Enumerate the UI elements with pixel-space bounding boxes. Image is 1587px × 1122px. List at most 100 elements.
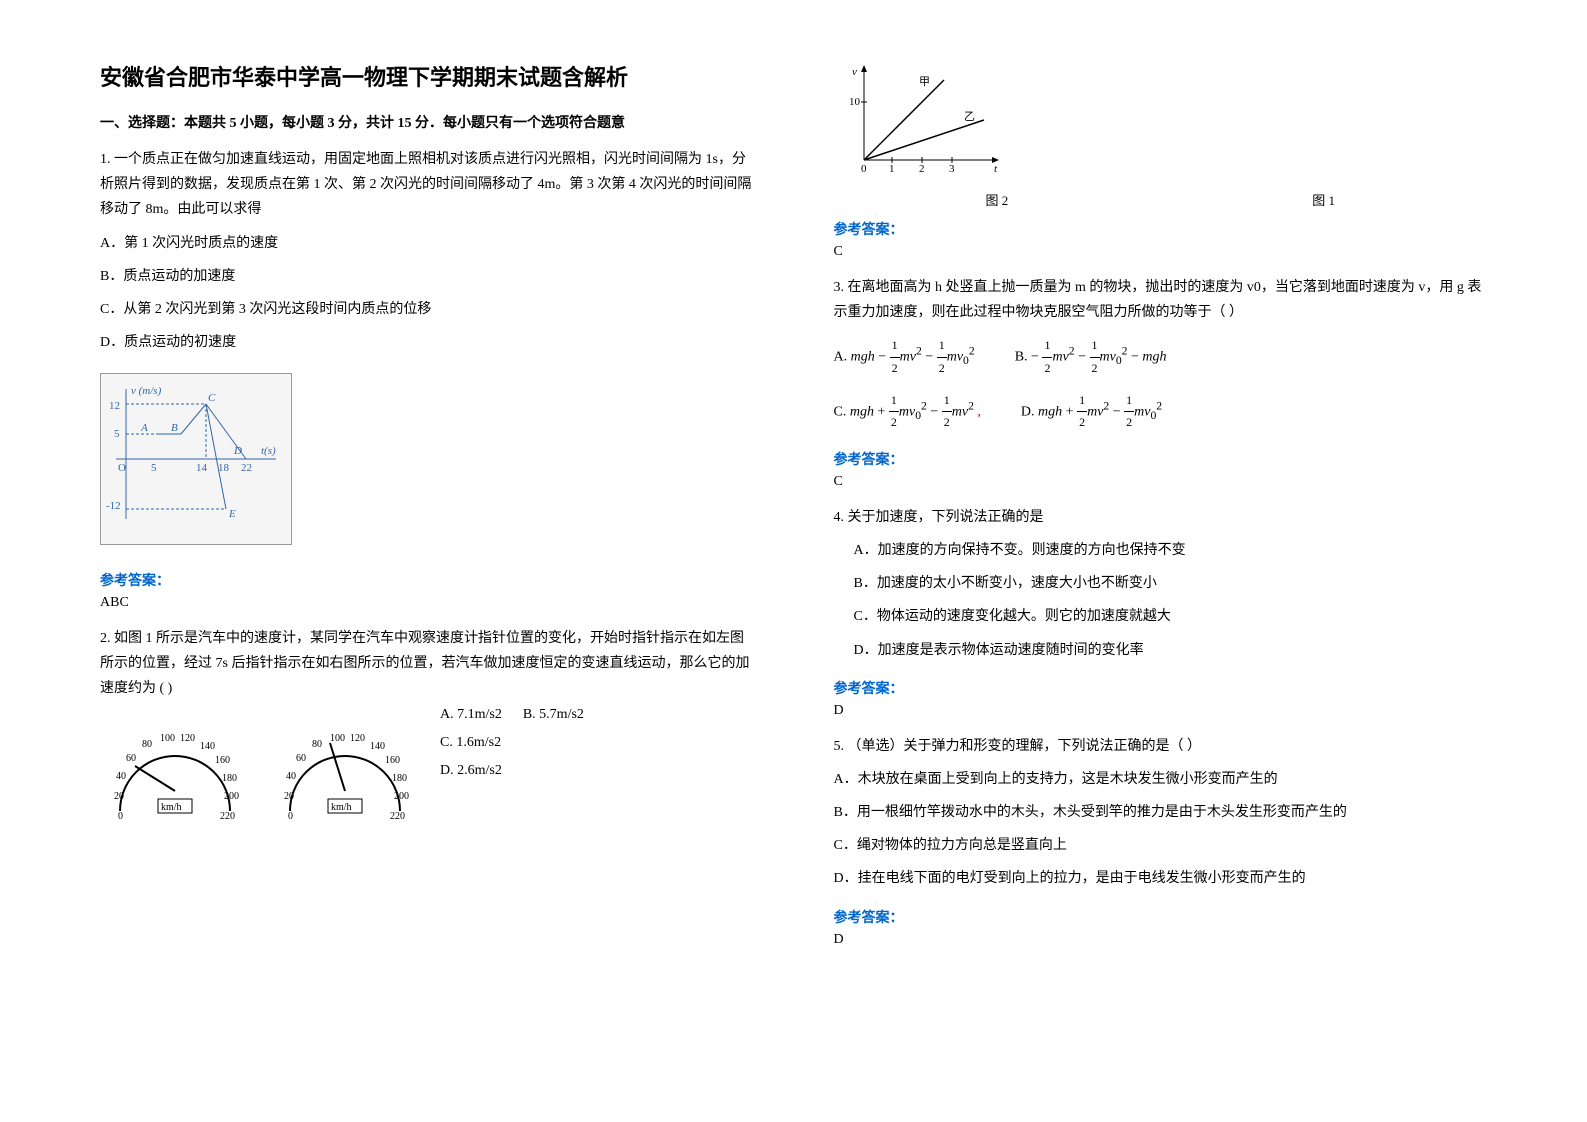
svg-text:乙: 乙 — [964, 110, 975, 123]
answer-label-2: 参考答案： — [834, 219, 1488, 239]
q1-stem: 1. 一个质点正在做匀加速直线运动，用固定地面上照相机对该质点进行闪光照相，闪光… — [100, 147, 754, 223]
q3-stem: 3. 在离地面高为 h 处竖直上抛一质量为 m 的物块，抛出时的速度为 v0，当… — [834, 275, 1488, 325]
svg-text:2: 2 — [919, 163, 925, 175]
svg-text:180: 180 — [222, 773, 237, 784]
svg-text:km/h: km/h — [161, 802, 182, 813]
q2-stem: 2. 如图 1 所示是汽车中的速度计，某同学在汽车中观察速度计指针位置的变化，开… — [100, 626, 754, 702]
q4-option-d: D．加速度是表示物体运动速度随时间的变化率 — [854, 638, 1488, 663]
origin-o: O — [118, 462, 126, 474]
q2-option-d: D. 2.6m/s2 — [440, 757, 584, 785]
svg-text:甲: 甲 — [919, 76, 930, 88]
q5-option-c: C．绳对物体的拉力方向总是竖直向上 — [834, 833, 1488, 858]
caption-fig1: 图 1 — [1312, 190, 1335, 209]
right-column: v t 10 0 1 2 3 甲 乙 图 2 图 1 参考答案： C 3. 在离… — [834, 60, 1488, 1062]
svg-text:40: 40 — [116, 771, 126, 782]
question-5: 5. （单选）关于弹力和形变的理解，下列说法正确的是（ ） A．木块放在桌面上受… — [834, 734, 1488, 892]
q1-answer: ABC — [100, 595, 754, 611]
caption-fig2: 图 2 — [985, 190, 1008, 209]
q2-option-a: A. 7.1m/s2 B. 5.7m/s2 — [440, 701, 584, 729]
q4-answer: D — [834, 703, 1488, 719]
q2-options: A. 7.1m/s2 B. 5.7m/s2 C. 1.6m/s2 D. 2.6m… — [440, 701, 584, 785]
linechart-block: v t 10 0 1 2 3 甲 乙 图 2 图 1 — [834, 60, 1488, 209]
section-heading: 一、选择题：本题共 5 小题，每小题 3 分，共计 15 分．每小题只有一个选项… — [100, 112, 754, 132]
svg-text:km/h: km/h — [331, 802, 352, 813]
axis-label-t: t(s) — [261, 445, 276, 457]
q4-stem: 4. 关于加速度，下列说法正确的是 — [834, 505, 1488, 530]
svg-text:200: 200 — [394, 791, 409, 802]
svg-text:40: 40 — [286, 771, 296, 782]
point-d: D — [233, 445, 242, 457]
question-3: 3. 在离地面高为 h 处竖直上抛一质量为 m 的物块，抛出时的速度为 v0，当… — [834, 275, 1488, 434]
svg-text:140: 140 — [370, 741, 385, 752]
q2-answer: C — [834, 244, 1488, 260]
q1-option-d: D．质点运动的初速度 — [100, 330, 754, 355]
question-2: 2. 如图 1 所示是汽车中的速度计，某同学在汽车中观察速度计指针位置的变化，开… — [100, 626, 754, 842]
q3-row1: A. mgh − 12mv2 − 12mv02 B. − 12mv2 − 12m… — [834, 335, 1488, 379]
svg-text:3: 3 — [949, 163, 955, 175]
q4-option-c: C．物体运动的速度变化越大。则它的加速度就越大 — [854, 604, 1488, 629]
point-b: B — [171, 422, 178, 434]
q1-option-b: B．质点运动的加速度 — [100, 264, 754, 289]
q3-option-c: C. mgh + 12mv02 − 12mv2 , — [834, 390, 981, 434]
svg-text:0: 0 — [861, 163, 867, 175]
q3-option-b: B. − 12mv2 − 12mv02 − mgh — [1015, 335, 1167, 379]
svg-text:10: 10 — [849, 96, 861, 108]
answer-label-4: 参考答案： — [834, 678, 1488, 698]
y-tick-5: 5 — [114, 428, 120, 440]
point-c: C — [208, 392, 216, 404]
q5-stem: 5. （单选）关于弹力和形变的理解，下列说法正确的是（ ） — [834, 734, 1488, 759]
q5-answer: D — [834, 932, 1488, 948]
q3-answer: C — [834, 474, 1488, 490]
svg-text:220: 220 — [390, 811, 405, 822]
q3-option-d: D. mgh + 12mv2 − 12mv02 — [1021, 390, 1162, 434]
svg-text:80: 80 — [312, 739, 322, 750]
svg-text:200: 200 — [224, 791, 239, 802]
q1-graph: v (m/s) t(s) 12 5 -12 O 5 14 18 22 A B — [100, 373, 292, 544]
gauge-right: 0 20 40 60 80 100 120 140 160 180 200 22… — [270, 711, 420, 831]
left-column: 安徽省合肥市华泰中学高一物理下学期期末试题含解析 一、选择题：本题共 5 小题，… — [100, 60, 754, 1062]
velocity-time-graph: v (m/s) t(s) 12 5 -12 O 5 14 18 22 A B — [106, 379, 286, 529]
svg-text:180: 180 — [392, 773, 407, 784]
svg-text:140: 140 — [200, 741, 215, 752]
svg-text:100: 100 — [330, 733, 345, 744]
answer-label-5: 参考答案： — [834, 907, 1488, 927]
x-tick-14: 14 — [196, 462, 208, 474]
q5-option-d: D．挂在电线下面的电灯受到向上的拉力，是由于电线发生微小形变而产生的 — [834, 866, 1488, 891]
svg-text:60: 60 — [296, 753, 306, 764]
gauge-row: 0 20 40 60 80 100 120 140 160 180 200 22… — [100, 711, 420, 831]
q5-option-b: B．用一根细竹竿拨动水中的木头，木头受到竿的推力是由于木头发生形变而产生的 — [834, 800, 1488, 825]
svg-text:0: 0 — [288, 811, 293, 822]
gauge-left: 0 20 40 60 80 100 120 140 160 180 200 22… — [100, 711, 250, 831]
svg-text:160: 160 — [215, 755, 230, 766]
svg-text:60: 60 — [126, 753, 136, 764]
answer-label-1: 参考答案： — [100, 570, 754, 590]
axis-label-v: v (m/s) — [131, 385, 162, 397]
q3-option-a: A. mgh − 12mv2 − 12mv02 — [834, 335, 975, 379]
svg-text:220: 220 — [220, 811, 235, 822]
svg-text:80: 80 — [142, 739, 152, 750]
line-chart: v t 10 0 1 2 3 甲 乙 — [834, 60, 1014, 180]
svg-text:20: 20 — [284, 791, 294, 802]
svg-text:0: 0 — [118, 811, 123, 822]
q3-row2: C. mgh + 12mv02 − 12mv2 , D. mgh + 12mv2… — [834, 390, 1488, 434]
svg-text:t: t — [994, 163, 998, 175]
svg-text:20: 20 — [114, 791, 124, 802]
svg-text:160: 160 — [385, 755, 400, 766]
point-a: A — [140, 422, 148, 434]
answer-label-3: 参考答案： — [834, 449, 1488, 469]
y-tick-12: 12 — [109, 400, 120, 412]
svg-text:120: 120 — [180, 733, 195, 744]
question-1: 1. 一个质点正在做匀加速直线运动，用固定地面上照相机对该质点进行闪光照相，闪光… — [100, 147, 754, 555]
point-e: E — [228, 508, 236, 520]
svg-text:v: v — [852, 66, 857, 78]
q2-option-c: C. 1.6m/s2 — [440, 729, 584, 757]
x-tick-18: 18 — [218, 462, 230, 474]
q1-option-c: C．从第 2 次闪光到第 3 次闪光这段时间内质点的位移 — [100, 297, 754, 322]
svg-text:100: 100 — [160, 733, 175, 744]
svg-text:120: 120 — [350, 733, 365, 744]
caption-row: 图 2 图 1 — [834, 190, 1488, 209]
x-tick-5: 5 — [151, 462, 157, 474]
q1-option-a: A．第 1 次闪光时质点的速度 — [100, 231, 754, 256]
q4-option-b: B．加速度的太小不断变小，速度大小也不断变小 — [854, 571, 1488, 596]
y-tick-neg12: -12 — [106, 500, 121, 512]
